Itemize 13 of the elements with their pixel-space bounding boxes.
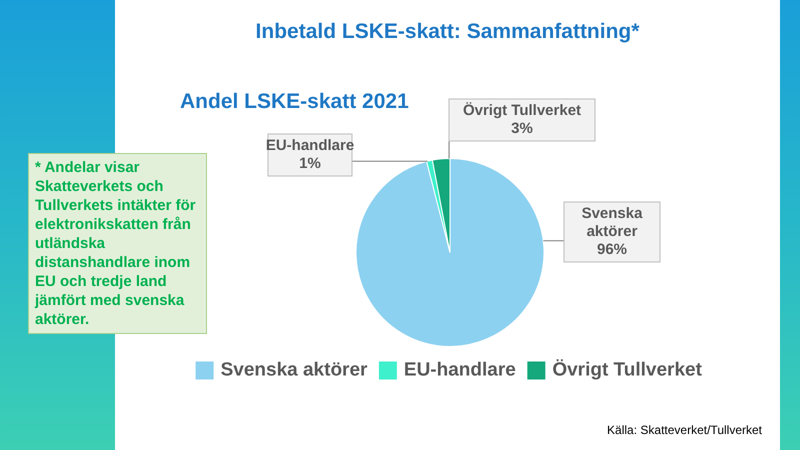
chart-subtitle: Andel LSKE-skatt 2021 xyxy=(180,90,409,114)
text: * Andelar visar Skatteverkets och Tullverkets intäkter för elektronikskatten från utländska distanshandlare inom EU och tredje land jämfört med svenska aktörer. xyxy=(35,159,196,328)
legend-label: Övrigt Tullverket xyxy=(552,358,703,381)
data-label: 96% xyxy=(596,241,628,258)
slice-label: Övrigt Tullverket xyxy=(462,102,582,120)
chart-title: Inbetald LSKE-skatt: Sammanfattning* xyxy=(254,20,640,44)
data-label: 3% xyxy=(511,120,533,138)
data-label: 1% xyxy=(299,155,321,172)
text: Källa: Skatteverket/Tullverket xyxy=(607,423,762,437)
slice-label: EU-handlare xyxy=(266,137,354,154)
legend-label: EU-handlare xyxy=(404,360,516,381)
slice-label: Svenska aktörer xyxy=(582,205,644,240)
legend-label: Svenska aktörer xyxy=(220,360,368,381)
